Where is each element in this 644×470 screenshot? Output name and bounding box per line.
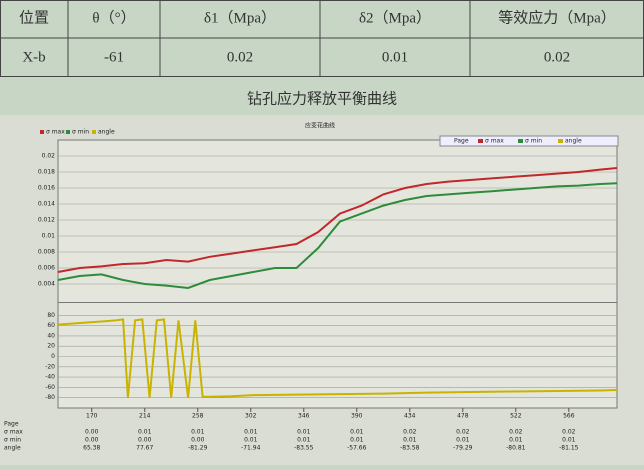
y-tick-label: 0.016: [38, 185, 55, 192]
x-tick-label: 302: [245, 413, 257, 420]
table-value: 0.01: [191, 429, 205, 436]
table-value: -81.15: [559, 445, 579, 452]
table-value: -83.55: [294, 445, 314, 452]
plot-area: [57, 139, 618, 409]
y-tick-label: 60: [47, 322, 55, 329]
table-value: 0.01: [244, 429, 258, 436]
chart-title: 应变花曲线: [305, 122, 335, 130]
table-value: -80.81: [506, 445, 526, 452]
header-cell: 等效应力（Mpa）: [498, 8, 616, 26]
x-tick-label: 214: [139, 413, 151, 420]
table-value: 0.01: [297, 437, 311, 444]
table-value: 0.02: [456, 429, 470, 436]
y-tick-label: 0.006: [38, 265, 55, 272]
y-tick-label: -60: [45, 384, 55, 391]
caption: 钻孔应力释放平衡曲线: [247, 89, 397, 107]
x-tick-label: 258: [192, 413, 204, 420]
legend-swatch: [518, 139, 523, 143]
y-tick-label: 0.02: [42, 153, 56, 160]
y-tick-label: -80: [45, 394, 55, 401]
table-value: 0.00: [85, 437, 99, 444]
table-value: -81.29: [188, 445, 208, 452]
legend-box: [439, 135, 619, 147]
table-value: 0.01: [350, 429, 364, 436]
y-tick-label: 20: [47, 343, 55, 350]
y-tick-label: 0.014: [38, 201, 55, 208]
legend-label: σ min: [72, 129, 89, 136]
legend-label: Page: [454, 138, 469, 145]
series-line: [57, 182, 618, 290]
y-tick-label: 0.004: [38, 281, 55, 288]
table-value: 0.01: [509, 437, 523, 444]
table-value: 0.00: [85, 429, 99, 436]
table-value: 0.02: [562, 429, 576, 436]
header-cell: 位置: [19, 9, 49, 26]
legend-label: σ max: [485, 138, 504, 145]
table-cell: 0.02: [227, 49, 253, 65]
table-value: -57.66: [347, 445, 367, 452]
y-tick-label: 0.018: [38, 169, 55, 176]
x-tick-label: 566: [563, 413, 575, 420]
x-tick-label: 346: [298, 413, 310, 420]
table-value: -71.94: [241, 445, 261, 452]
legend-label: angle: [565, 138, 582, 145]
series-line: [57, 167, 618, 273]
legend-label: σ max: [46, 129, 65, 136]
legend-swatch: [558, 139, 563, 143]
y-tick-label: 0.012: [38, 217, 55, 224]
table-value: -83.58: [400, 445, 420, 452]
table-value: 0.01: [138, 429, 152, 436]
x-tick-label: 434: [404, 413, 416, 420]
legend-swatch: [40, 130, 44, 134]
table-value: 0.01: [562, 437, 576, 444]
header-cell: δ1（Mpa）: [204, 9, 276, 26]
header-cell: δ2（Mpa）: [359, 9, 431, 26]
header-cell: θ（°）: [92, 9, 135, 26]
y-tick-label: 0.01: [42, 233, 56, 240]
x-tick-label: 390: [351, 413, 363, 420]
row-label: σ min: [4, 437, 21, 444]
table-value: 0.01: [403, 437, 417, 444]
table-value: 0.02: [509, 429, 523, 436]
row-label: σ max: [4, 429, 23, 436]
x-tick-label: 170: [86, 413, 98, 420]
y-tick-label: -40: [45, 374, 55, 381]
legend-swatch: [92, 130, 96, 134]
y-tick-label: 0: [51, 353, 55, 360]
table-cell: 0.01: [382, 49, 408, 65]
row-label: Page: [4, 421, 19, 428]
legend-swatch: [478, 139, 483, 143]
y-tick-label: -20: [45, 363, 55, 370]
table-value: 0.00: [138, 437, 152, 444]
y-tick-label: 80: [47, 312, 55, 319]
legend-label: angle: [98, 129, 115, 136]
legend-label: σ min: [525, 138, 542, 145]
table-cell: X-b: [22, 49, 45, 65]
table-value: 0.01: [456, 437, 470, 444]
table-value: 0.01: [297, 429, 311, 436]
y-tick-label: 40: [47, 332, 55, 339]
table-value: 0.02: [403, 429, 417, 436]
table-value: 77.67: [136, 445, 153, 452]
y-tick-label: 0.008: [38, 249, 55, 256]
table-value: -79.29: [453, 445, 473, 452]
x-tick-label: 522: [510, 413, 522, 420]
table-value: 0.01: [244, 437, 258, 444]
legend-swatch: [66, 130, 70, 134]
x-tick-label: 478: [457, 413, 469, 420]
table-cell: 0.02: [544, 49, 570, 65]
table-cell: -61: [104, 49, 124, 65]
table-value: 65.38: [83, 445, 100, 452]
table-value: 0.01: [350, 437, 364, 444]
table-value: 0.00: [191, 437, 205, 444]
row-label: angle: [4, 445, 21, 452]
series-line: [57, 318, 618, 398]
